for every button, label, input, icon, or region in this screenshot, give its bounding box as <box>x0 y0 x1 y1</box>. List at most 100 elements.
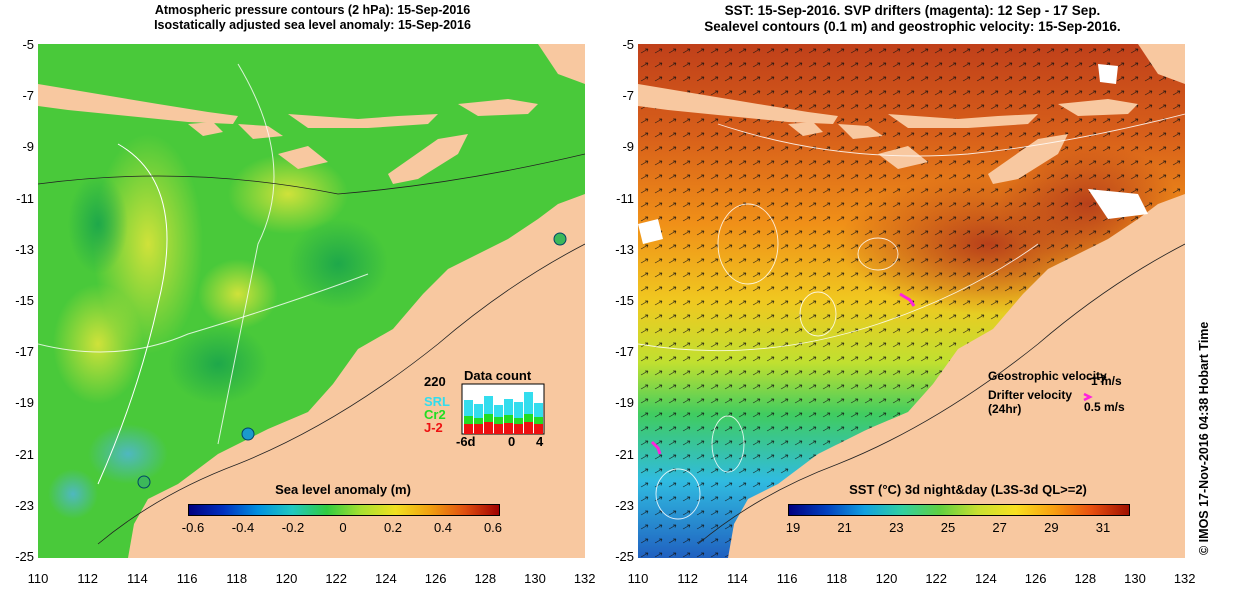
data-count-xtick-end: 4 <box>536 434 544 449</box>
latitude-tick: -23 <box>15 497 34 513</box>
colorbar-tick: 19 <box>785 520 801 535</box>
colorbar-tick: 0.6 <box>483 520 503 535</box>
latitude-tick: -21 <box>15 446 34 462</box>
colorbar-tick: 0.4 <box>433 520 453 535</box>
data-count-bar <box>474 404 483 418</box>
colorbar-tick: -0.2 <box>281 520 305 535</box>
latitude-tick: -19 <box>615 395 634 411</box>
latitude-tick: -21 <box>615 446 634 462</box>
longitude-tick: 128 <box>1074 571 1097 586</box>
sst-colorbar-title: SST (°C) 3d night&day (L3S-3d QL>=2) <box>849 482 1087 497</box>
right-title-line2: Sealevel contours (0.1 m) and geostrophi… <box>704 19 1121 34</box>
data-count-bar <box>494 405 503 417</box>
data-count-bar <box>484 396 493 414</box>
drifter-velocity-label-24hr: (24hr) <box>988 402 1022 416</box>
longitude-tick: 116 <box>776 571 798 586</box>
longitude-tick: 112 <box>677 571 699 586</box>
data-count-bar <box>484 414 493 422</box>
longitude-tick: 112 <box>77 571 99 586</box>
data-count-bar <box>474 418 483 424</box>
data-count-bar <box>464 400 473 416</box>
colorbar-tick: 25 <box>940 520 956 535</box>
latitude-tick: -25 <box>15 549 34 564</box>
data-count-series-cr2: Cr2 <box>424 407 446 422</box>
sst-map: Geostrophic velocity 1 m/s Drifter veloc… <box>638 44 1185 558</box>
longitude-tick: 124 <box>975 571 997 586</box>
data-count-bar <box>494 424 503 434</box>
drifter-velocity-label: Drifter velocity <box>988 388 1073 402</box>
latitude-tick: -9 <box>22 139 34 155</box>
data-count-xtick-start: -6d <box>456 434 476 449</box>
latitude-tick: -5 <box>622 37 634 52</box>
data-count-chart <box>461 383 545 435</box>
left-title-line2: Isostatically adjusted sea level anomaly… <box>154 18 471 32</box>
left-panel-title: Atmospheric pressure contours (2 hPa): 1… <box>40 3 585 33</box>
right-title-line1: SST: 15-Sep-2016. SVP drifters (magenta)… <box>724 3 1101 18</box>
sla-colorbar-title: Sea level anomaly (m) <box>275 482 411 497</box>
data-count-bar <box>524 422 533 434</box>
colorbar-tick: 23 <box>889 520 904 535</box>
data-count-bar <box>474 424 483 434</box>
data-count-bar <box>504 423 513 434</box>
latitude-tick: -7 <box>622 88 634 104</box>
data-count-bar <box>494 417 503 424</box>
data-count-bar <box>464 424 473 434</box>
data-count-xtick-zero: 0 <box>508 434 516 449</box>
colorbar-tick: 0.2 <box>383 520 403 535</box>
data-count-title: Data count <box>464 368 532 383</box>
colorbar-tick: 0 <box>339 520 347 535</box>
latitude-tick: -17 <box>15 344 34 360</box>
latitude-tick: -17 <box>615 344 634 360</box>
data-count-series-j2: J-2 <box>424 420 443 435</box>
sea-level-anomaly-map: Sea level anomaly (m) -0.6 -0.4 -0.2 0 0.2 0.… <box>38 44 585 558</box>
data-count-bar <box>464 416 473 424</box>
geostrophic-velocity-scale: 1 m/s <box>1091 374 1122 388</box>
longitude-tick: 132 <box>1173 571 1196 586</box>
data-count-bar <box>504 399 513 415</box>
longitude-tick: 126 <box>424 571 447 586</box>
sst-colorbar <box>788 504 1130 516</box>
colorbar-tick: -0.6 <box>181 520 205 535</box>
data-count-bar <box>504 415 513 423</box>
colorbar-tick: 27 <box>992 520 1007 535</box>
data-count-bar <box>514 424 523 434</box>
longitude-tick: 120 <box>875 571 898 586</box>
right-panel-title: SST: 15-Sep-2016. SVP drifters (magenta)… <box>640 3 1185 35</box>
longitude-tick: 126 <box>1024 571 1047 586</box>
data-count-bar <box>484 422 493 434</box>
longitude-tick: 114 <box>127 571 148 586</box>
latitude-tick: -13 <box>15 241 34 257</box>
longitude-tick: 130 <box>524 571 546 586</box>
imos-timestamp: © IMOS 17-Nov-2016 04:38 Hobart Time <box>1195 285 1215 565</box>
latitude-tick: -25 <box>615 549 634 564</box>
latitude-tick: -11 <box>16 190 34 206</box>
data-count-bar <box>514 418 523 424</box>
left-title-line1: Atmospheric pressure contours (2 hPa): 1… <box>154 3 471 17</box>
data-count-bar <box>514 402 523 418</box>
colorbar-tick: 29 <box>1044 520 1059 535</box>
geostrophic-velocity-label: Geostrophic velocity <box>988 369 1107 383</box>
longitude-tick: 118 <box>826 571 848 586</box>
latitude-tick: -5 <box>22 37 34 52</box>
latitude-tick: -11 <box>616 190 634 206</box>
latitude-tick: -15 <box>615 293 634 308</box>
data-count-bar <box>524 392 533 414</box>
longitude-tick: 128 <box>474 571 497 586</box>
data-count-max-label: 220 <box>424 374 446 389</box>
sla-colorbar <box>188 504 500 516</box>
longitude-tick: 110 <box>627 571 649 586</box>
latitude-tick: -7 <box>22 88 34 104</box>
longitude-tick: 124 <box>375 571 397 586</box>
longitude-tick: 122 <box>325 571 348 586</box>
colorbar-tick: -0.4 <box>231 520 255 535</box>
colorbar-tick: 21 <box>837 520 852 535</box>
latitude-tick: -23 <box>615 497 634 513</box>
data-count-series-srl: SRL <box>424 394 450 409</box>
data-count-bar <box>534 424 543 434</box>
longitude-tick: 130 <box>1124 571 1146 586</box>
longitude-tick: 114 <box>727 571 748 586</box>
longitude-tick: 110 <box>27 571 49 586</box>
longitude-tick: 118 <box>226 571 248 586</box>
data-count-bar <box>534 403 543 417</box>
longitude-tick: 116 <box>176 571 198 586</box>
